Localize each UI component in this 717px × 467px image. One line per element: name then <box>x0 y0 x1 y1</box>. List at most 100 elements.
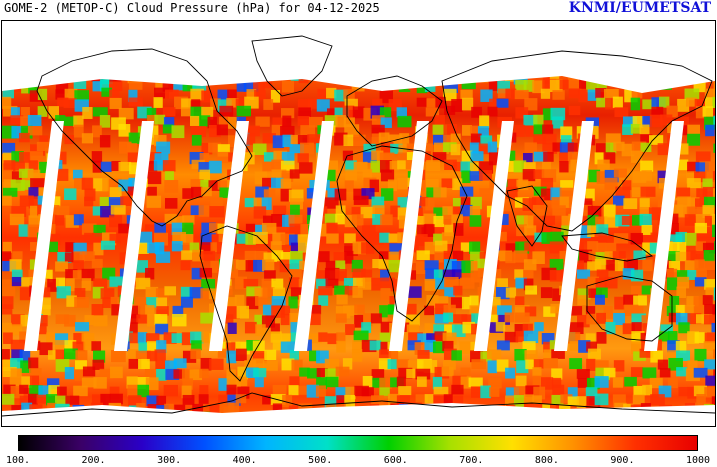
cloud-pixel <box>390 143 403 154</box>
cloud-pixel <box>622 323 635 335</box>
cloud-pixel <box>460 89 473 99</box>
cloud-pixel <box>20 125 33 139</box>
cloud-pixel <box>576 396 590 408</box>
cloud-pixel <box>21 402 33 415</box>
cloud-pixel <box>126 376 138 389</box>
cloud-pixel <box>2 195 12 206</box>
cloud-pixel <box>191 267 202 280</box>
cloud-pixel <box>460 197 471 210</box>
cloud-pixel <box>288 214 303 226</box>
cloud-pixel <box>352 286 363 298</box>
cloud-pixel <box>675 143 689 155</box>
cloud-pixel <box>702 295 713 305</box>
cloud-pixel <box>452 178 463 191</box>
cloud-pixel <box>297 116 310 127</box>
cloud-pixel <box>74 288 86 300</box>
cloud-pixel <box>576 269 591 279</box>
cloud-pixel <box>199 267 213 278</box>
cloud-pixel <box>407 360 423 370</box>
cloud-pixel <box>543 349 557 361</box>
cloud-pixel <box>435 96 446 109</box>
cloud-pixel <box>695 241 707 254</box>
cloud-pixel <box>704 215 715 226</box>
cloud-pixel <box>533 151 548 162</box>
cloud-pixel <box>444 224 455 237</box>
map-title: GOME-2 (METOP-C) Cloud Pressure (hPa) fo… <box>4 1 380 15</box>
cloud-pixel <box>361 188 375 200</box>
cloud-pixel <box>630 367 644 378</box>
cloud-pixel <box>227 89 237 100</box>
cloud-pixel <box>210 98 221 110</box>
cloud-pixel <box>533 186 547 196</box>
cloud-pixel <box>73 242 87 255</box>
cloud-pixel <box>704 387 715 398</box>
cloud-pixel <box>307 98 321 109</box>
cloud-pixel <box>57 97 69 107</box>
cloud-pixel <box>596 269 609 281</box>
cloud-pixel <box>432 341 445 354</box>
cloud-pixel <box>425 197 435 211</box>
coastline-india <box>506 185 548 247</box>
cloud-pixel <box>262 177 276 188</box>
cloud-pixel <box>371 395 384 406</box>
cloud-pixel <box>226 297 237 307</box>
cloud-pixel <box>416 234 428 246</box>
cloud-pixel <box>603 204 616 218</box>
cloud-pixel <box>172 231 187 244</box>
orbit-gap <box>389 121 429 351</box>
cloud-pixel <box>81 268 95 281</box>
cloud-pixel <box>73 385 88 397</box>
cloud-pixel <box>684 214 696 226</box>
cloud-pixel <box>612 251 626 262</box>
cloud-pixel <box>297 234 311 246</box>
orbit-gap <box>24 121 64 351</box>
cloud-pixel <box>444 324 455 337</box>
cloud-pixel <box>99 115 111 128</box>
cloud-pixel <box>658 96 670 108</box>
cloud-pixel <box>567 142 578 153</box>
cloud-pixel <box>452 206 466 217</box>
cloud-pixel <box>704 359 715 370</box>
cloud-pixel <box>550 231 564 245</box>
cloud-pixel <box>2 304 13 315</box>
cloud-pixel <box>164 171 174 181</box>
cloud-pixel <box>255 224 267 235</box>
cloud-pixel <box>559 161 569 173</box>
cloud-pixel <box>594 294 605 305</box>
cloud-pixel <box>658 268 674 279</box>
cloud-pixel <box>405 160 417 170</box>
cloud-pixel <box>595 287 608 298</box>
cloud-pixel <box>137 231 153 244</box>
cloud-pixel <box>469 241 481 254</box>
cloud-pixel <box>453 223 464 236</box>
cloud-pixel <box>180 260 191 271</box>
cloud-pixel <box>675 251 691 262</box>
cloud-pixel <box>623 304 639 316</box>
cloud-pixel <box>21 376 32 388</box>
cloud-pixel <box>92 232 107 245</box>
cloud-pixel <box>255 324 266 336</box>
cloud-pixel <box>118 124 131 137</box>
cloud-pixel <box>613 360 625 372</box>
cloud-pixel <box>361 387 374 397</box>
cloud-pixel <box>380 269 390 282</box>
cloud-pixel <box>228 268 239 278</box>
cloud-pixel <box>11 349 23 362</box>
cloud-pixel <box>65 278 75 292</box>
orbit-gap <box>474 121 514 351</box>
cloud-pixel <box>363 313 373 327</box>
cloud-pixel <box>345 169 357 181</box>
cloud-pixel <box>324 358 340 372</box>
cloud-pixel <box>387 179 398 192</box>
cloud-pixel <box>542 222 553 234</box>
cloud-pixel <box>550 187 562 201</box>
cloud-pixel <box>162 160 176 172</box>
cloud-pixel <box>217 180 232 190</box>
cloud-pixel <box>461 150 473 162</box>
color-scale-tick-label: 1000 <box>685 455 711 466</box>
cloud-pixel <box>397 115 412 128</box>
cloud-pixel <box>595 277 607 291</box>
cloud-pixel <box>108 197 124 208</box>
cloud-pixel <box>703 260 715 271</box>
cloud-pixel <box>344 98 358 110</box>
